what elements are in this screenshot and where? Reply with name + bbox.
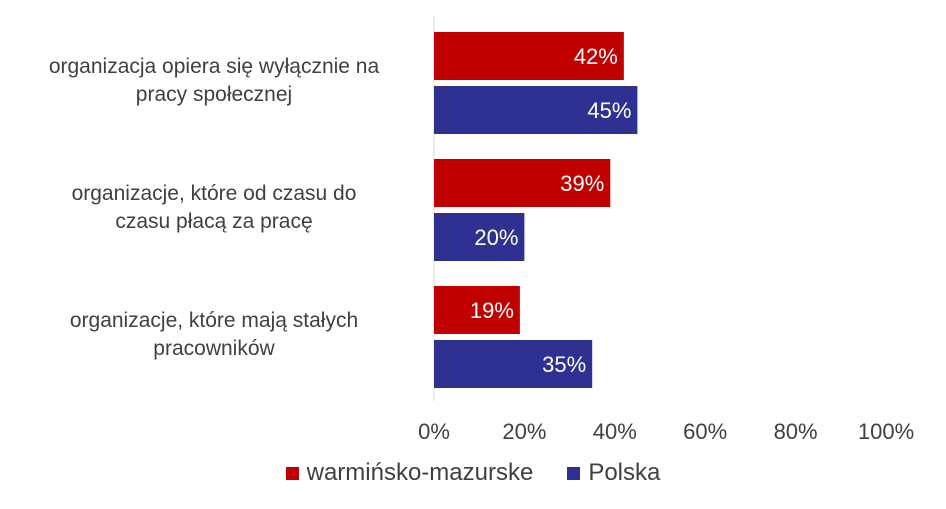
x-tick-label-40: 40%	[593, 419, 637, 444]
legend: warmińsko-mazurske Polska	[0, 459, 946, 487]
data-label-polska-1: 20%	[474, 225, 518, 250]
category-label-line: organizacja opiera się wyłącznie na	[48, 55, 380, 78]
category-label-line: organizacje, które mają stałych	[69, 309, 359, 332]
legend-swatch-warminsko-mazurske	[285, 466, 299, 480]
x-tick-label-80: 80%	[774, 419, 818, 444]
category-label-line: pracowników	[153, 337, 275, 360]
x-tick-label-100: 100%	[858, 419, 914, 444]
x-tick-label-20: 20%	[502, 419, 546, 444]
data-label-warminsko-mazurske-2: 19%	[470, 298, 514, 323]
bar-polska-0	[434, 86, 638, 134]
category-label-line: pracy społecznej	[135, 83, 293, 106]
legend-item-polska: Polska	[567, 459, 660, 487]
legend-item-warminsko-mazurske: warmińsko-mazurske	[285, 459, 534, 487]
bar-warminsko-mazurske-1	[434, 159, 611, 207]
data-label-warminsko-mazurske-0: 42%	[574, 44, 618, 69]
legend-swatch-polska	[567, 466, 581, 480]
category-label-2: organizacje, które mają stałych pracownik…	[4, 307, 424, 363]
x-tick-label-0: 0%	[418, 419, 450, 444]
category-label-line: organizacje, które od czasu do	[71, 182, 357, 205]
x-tick-label-60: 60%	[683, 419, 727, 444]
bar-polska-1	[434, 213, 525, 261]
legend-label-warminsko-mazurske: warmińsko-mazurske	[306, 459, 534, 486]
data-label-polska-2: 35%	[542, 352, 586, 377]
data-label-polska-0: 45%	[587, 98, 631, 123]
bar-warminsko-mazurske-2	[434, 286, 520, 334]
category-label-line: czasu płacą za pracę	[115, 210, 313, 233]
legend-label-polska: Polska	[588, 459, 661, 486]
bar-polska-2	[434, 340, 593, 388]
bar-warminsko-mazurske-0	[434, 32, 624, 80]
category-label-1: organizacje, które od czasu do czasu płac…	[4, 180, 424, 236]
category-label-0: organizacja opiera się wyłącznie na pracy…	[4, 53, 424, 109]
data-label-warminsko-mazurske-1: 39%	[560, 171, 604, 196]
